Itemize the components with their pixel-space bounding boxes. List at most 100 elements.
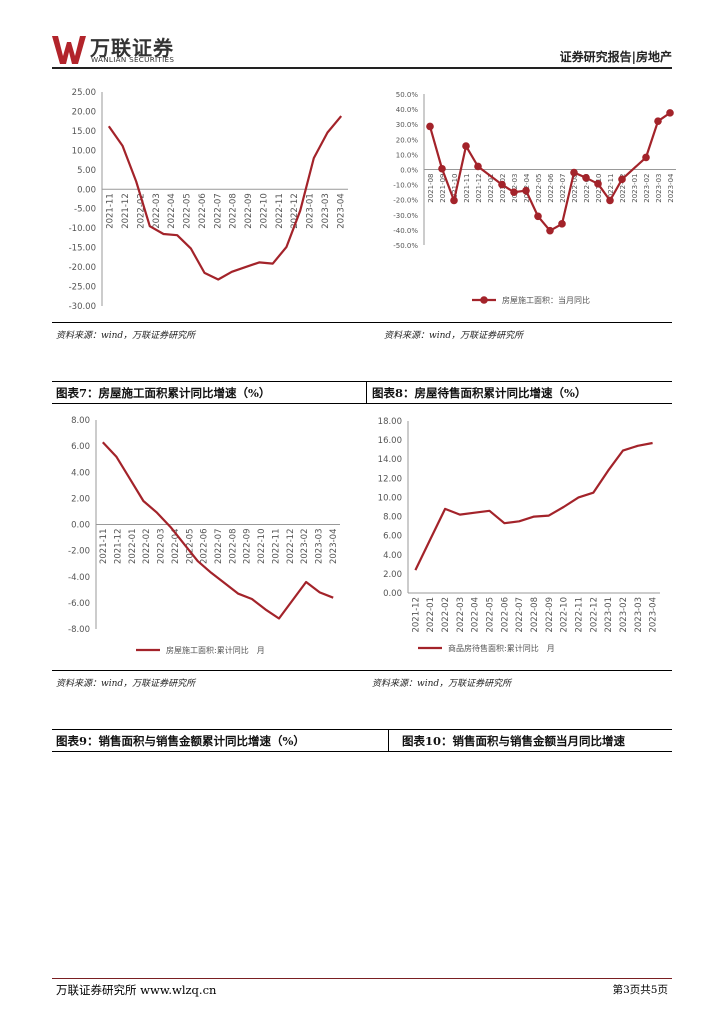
y-tick-label: 16.00 xyxy=(378,436,402,446)
x-tick-label: 2022-04 xyxy=(171,529,181,565)
y-tick-label: 50.0% xyxy=(396,91,419,99)
x-tick-label: 2022-11 xyxy=(271,529,281,565)
y-tick-label: 0.00 xyxy=(71,521,90,531)
data-point xyxy=(570,168,578,177)
y-tick-label: -15.00 xyxy=(69,244,96,254)
report-type: 证券研究报告|房地产 xyxy=(559,50,672,64)
series-line xyxy=(428,111,671,232)
figure-caption: 图表9：销售面积与销售金额累计同比增速（%） xyxy=(56,734,305,748)
y-tick-label: 4.00 xyxy=(383,551,402,561)
data-point xyxy=(498,180,506,189)
x-tick-label: 2023-04 xyxy=(649,597,659,633)
divider xyxy=(52,729,672,730)
x-tick-label: 2023-04 xyxy=(667,173,675,203)
data-point xyxy=(438,164,446,173)
legend-marker xyxy=(480,296,488,304)
data-point xyxy=(426,122,434,131)
x-tick-label: 2022-07 xyxy=(214,529,224,565)
y-tick-label: -6.00 xyxy=(68,599,90,609)
y-tick-label: 6.00 xyxy=(71,442,90,452)
y-tick-label: 20.0% xyxy=(396,136,419,144)
y-tick-label: 0.00 xyxy=(383,589,402,599)
y-tick-label: -5.00 xyxy=(74,205,96,215)
x-tick-label: 2021-11 xyxy=(99,529,109,565)
series-line xyxy=(101,441,334,620)
y-tick-label: -8.00 xyxy=(68,625,90,635)
data-point xyxy=(534,212,542,221)
x-tick-label: 2022-12 xyxy=(619,174,627,203)
footer-left: 万联证券研究所 www.wlzq.cn xyxy=(56,983,217,997)
x-tick-label: 2022-01 xyxy=(426,597,436,633)
x-tick-label: 2023-02 xyxy=(643,174,651,203)
x-tick-label: 2022-12 xyxy=(589,597,599,633)
x-tick-label: 2022-08 xyxy=(228,529,238,565)
x-tick-label: 2022-06 xyxy=(547,173,555,203)
y-tick-label: 25.00 xyxy=(72,88,96,98)
x-tick-label: 2021-10 xyxy=(451,174,459,203)
divider xyxy=(388,729,389,751)
series-line xyxy=(414,441,653,571)
x-tick-label: 2022-09 xyxy=(583,174,591,203)
x-tick-label: 2022-04 xyxy=(167,193,177,229)
data-point xyxy=(450,196,458,205)
x-tick-label: 2022-02 xyxy=(441,597,451,633)
data-point xyxy=(594,180,602,188)
source-note: 资料来源：wind，万联证券研究所 xyxy=(372,679,512,689)
data-point xyxy=(474,162,482,171)
x-tick-label: 2022-01 xyxy=(128,529,138,565)
y-tick-label: -20.0% xyxy=(393,197,418,205)
data-point xyxy=(582,174,590,182)
data-point xyxy=(546,226,554,235)
x-tick-label: 2023-02 xyxy=(619,597,629,633)
y-tick-label: 10.0% xyxy=(396,151,419,159)
x-tick-label: 2022-09 xyxy=(243,529,253,565)
x-tick-label: 2023-04 xyxy=(336,193,346,229)
x-tick-label: 2023-03 xyxy=(321,193,331,229)
x-tick-label: 2022-04 xyxy=(471,597,481,633)
divider xyxy=(52,670,672,671)
x-tick-label: 2021-12 xyxy=(475,174,483,203)
divider xyxy=(366,381,367,403)
x-tick-label: 2022-07 xyxy=(515,597,525,633)
x-tick-label: 2022-10 xyxy=(595,174,603,203)
y-tick-label: 10.00 xyxy=(378,493,402,503)
x-tick-label: 2022-11 xyxy=(607,174,615,203)
x-tick-label: 2023-01 xyxy=(604,597,614,633)
figure-caption: 图表8：房屋待售面积累计同比增速（%） xyxy=(372,386,587,400)
x-tick-label: 2022-12 xyxy=(286,529,296,565)
source-note: 资料来源：wind，万联证券研究所 xyxy=(384,331,524,341)
divider xyxy=(52,751,672,752)
y-tick-label: 14.00 xyxy=(378,455,402,465)
y-tick-label: -20.00 xyxy=(69,263,96,273)
data-point xyxy=(462,142,470,150)
x-tick-label: 2021-11 xyxy=(106,193,116,229)
divider xyxy=(52,381,672,382)
x-tick-label: 2021-08 xyxy=(427,174,435,203)
x-tick-label: 2021-09 xyxy=(439,174,447,203)
y-tick-label: -30.0% xyxy=(393,212,418,220)
y-tick-label: -40.0% xyxy=(393,227,418,235)
y-tick-label: 4.00 xyxy=(71,468,90,478)
y-tick-label: 5.00 xyxy=(77,166,96,176)
header-divider xyxy=(52,67,672,69)
x-tick-label: 2022-07 xyxy=(213,193,223,229)
y-tick-label: 10.00 xyxy=(72,146,96,156)
y-tick-label: -30.00 xyxy=(69,302,96,312)
x-tick-label: 2022-10 xyxy=(259,193,269,229)
x-tick-label: 2022-02 xyxy=(136,193,146,229)
y-tick-label: 20.00 xyxy=(72,107,96,117)
x-tick-label: 2022-11 xyxy=(275,193,285,229)
x-tick-label: 2022-07 xyxy=(559,174,567,203)
x-tick-label: 2022-10 xyxy=(560,597,570,633)
x-tick-label: 2023-03 xyxy=(314,529,324,565)
y-tick-label: -25.00 xyxy=(69,283,96,293)
x-tick-label: 2022-03 xyxy=(511,174,519,203)
y-tick-label: -10.0% xyxy=(393,182,418,190)
x-tick-label: 2022-03 xyxy=(152,193,162,229)
chart-middle-left: 8.00 6.00 4.00 2.00 0.00 -2.00 -4.00 -6.00 -8.00… xyxy=(68,416,340,655)
y-tick-label: -50.0% xyxy=(393,242,418,250)
page-number: 第3页共5页 xyxy=(612,984,668,996)
divider xyxy=(52,403,672,404)
y-tick-label: 0.00 xyxy=(77,185,96,195)
data-point xyxy=(522,186,530,195)
